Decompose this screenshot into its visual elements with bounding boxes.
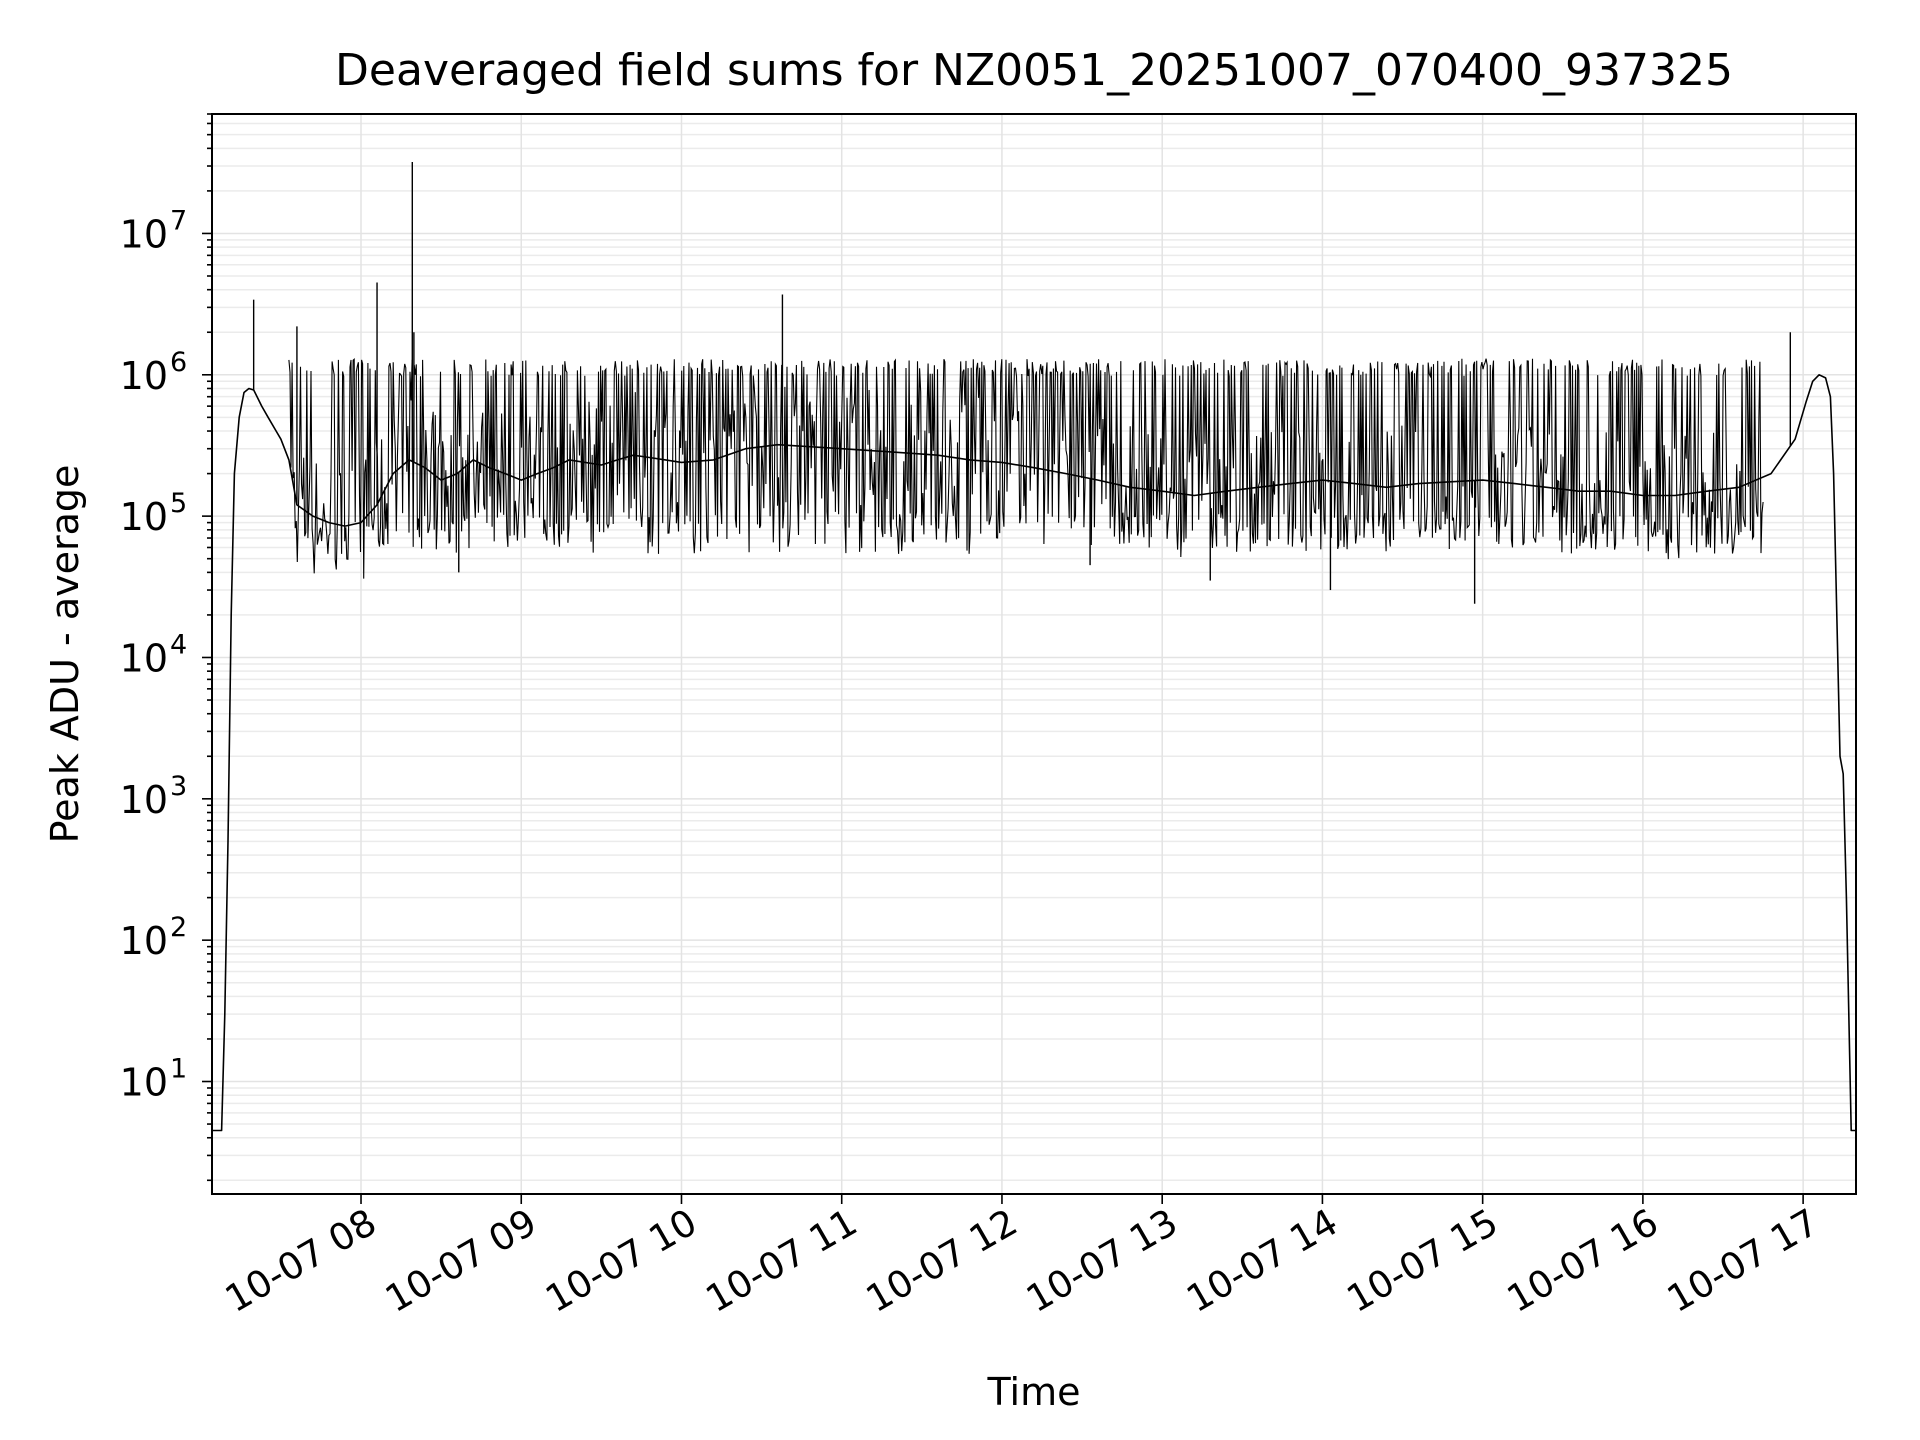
y-tick-label: 10 [120,1061,168,1105]
x-tick-label: 10-07 11 [699,1201,865,1321]
x-tick-label: 10-07 13 [1019,1201,1185,1321]
y-tick-label: 10 [120,636,168,680]
x-axis-label: Time [987,1370,1081,1414]
x-tick-label: 10-07 16 [1500,1201,1666,1321]
series-noise [288,357,1764,579]
y-tick-exponent: 5 [170,488,187,519]
series-layer [212,162,1856,1132]
x-tick-label: 10-07 14 [1179,1201,1345,1321]
x-tick-label: 10-07 08 [218,1201,384,1321]
y-tick-exponent: 1 [170,1054,187,1085]
x-tick-label: 10-07 12 [859,1201,1025,1321]
y-tick-exponent: 4 [170,629,187,660]
x-tick-label: 10-07 09 [378,1201,544,1321]
y-tick-label: 10 [120,354,168,398]
x-tick-label: 10-07 10 [538,1201,704,1321]
grid [212,113,1856,1194]
y-tick-exponent: 6 [170,347,187,378]
y-axis-label: Peak ADU - average [43,465,87,844]
y-tick-label: 10 [120,212,168,256]
y-tick-label: 10 [120,778,168,822]
plot-frame [211,113,1857,1195]
x-tick-label: 10-07 17 [1660,1201,1826,1321]
y-tick-exponent: 2 [170,912,187,943]
chart-title: Deaveraged field sums for NZ0051_2025100… [335,45,1733,96]
y-tick-exponent: 3 [170,771,187,802]
y-tick-label: 10 [120,919,168,963]
series-line [212,373,1856,1132]
y-tick-exponent: 7 [170,205,187,236]
x-tick-label: 10-07 15 [1340,1201,1506,1321]
y-tick-label: 10 [120,495,168,539]
